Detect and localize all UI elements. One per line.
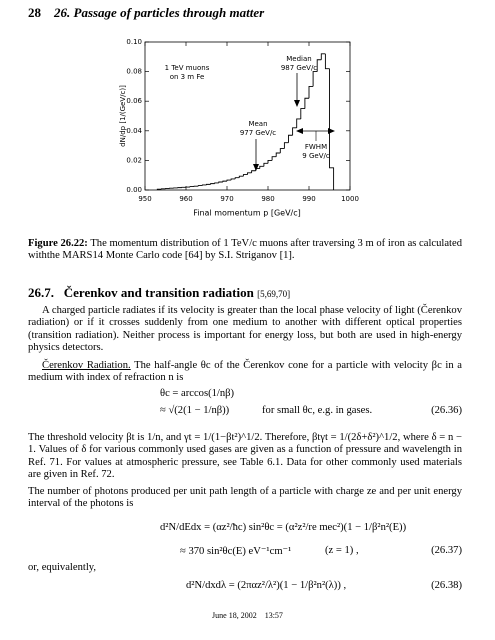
histogram-bin <box>288 134 293 143</box>
annotation: 1 TeV muons <box>165 64 210 72</box>
x-tick-label: 990 <box>302 195 315 203</box>
histogram-bin <box>292 127 297 136</box>
histogram-bin <box>242 174 248 177</box>
histogram-bin <box>259 165 264 169</box>
equation-number: (26.36) <box>431 405 462 416</box>
histogram-bin <box>201 184 207 186</box>
histogram-bin <box>304 97 309 109</box>
x-tick-label: 1000 <box>341 195 359 203</box>
histogram-bin <box>271 156 277 161</box>
y-tick-label: 0.02 <box>126 156 142 164</box>
y-tick-label: 0.10 <box>126 38 142 46</box>
section-heading: 26.7. Čerenkov and transition radiation … <box>28 285 290 301</box>
histogram-bin <box>197 185 203 187</box>
histogram-bin <box>300 108 305 119</box>
equation-number: (26.38) <box>431 580 462 591</box>
histogram-bin <box>247 172 252 175</box>
histogram-bin <box>156 188 162 190</box>
histogram-bin <box>329 68 335 190</box>
y-tick-label: 0.04 <box>126 127 142 135</box>
histogram-bin <box>251 170 256 173</box>
y-axis-label: dN/dp [1/(GeV/c)] <box>119 85 127 147</box>
equation-note: (z = 1) , <box>325 545 359 556</box>
chart: dN/dp [1/(GeV/c)] Final momentum p [GeV/… <box>119 38 359 218</box>
paragraph-text: The half-angle θc of the Čerenkov cone f… <box>28 360 462 384</box>
annotation: 977 GeV/c <box>240 129 276 137</box>
histogram-bin <box>206 183 211 185</box>
histogram-bin <box>210 183 215 185</box>
histogram-bin <box>324 53 330 70</box>
x-tick-label: 950 <box>138 195 151 203</box>
equation-note: for small θc, e.g. in gases. <box>262 405 373 416</box>
section-refs: [5,69,70] <box>257 289 291 299</box>
page-number: 28 <box>28 5 41 20</box>
histogram-bin <box>226 179 232 182</box>
histogram-bin <box>263 162 268 167</box>
x-tick-label: 960 <box>179 195 192 203</box>
histogram-bin <box>316 59 322 72</box>
paragraph: Čerenkov Radiation. The half-angle θc of… <box>28 360 462 385</box>
equation-number: (26.37) <box>431 545 462 556</box>
histogram-bin <box>218 181 223 183</box>
annotation: Mean <box>248 120 267 128</box>
histogram-bin <box>234 177 240 179</box>
y-tick-label: 0.08 <box>126 68 142 76</box>
histogram-bin <box>320 53 326 60</box>
equation: ≈ √(2(1 − 1/nβ)) <box>160 405 230 416</box>
paragraph: The threshold velocity βt is 1/n, and γt… <box>28 432 462 481</box>
histogram-bin <box>275 152 281 157</box>
paragraph: The number of photons produced per unit … <box>28 486 462 510</box>
caption-label: Figure 26.22: <box>28 238 88 249</box>
annotation: 987 GeV/c <box>281 64 317 72</box>
caption: Figure 26.22: The momentum distribution … <box>28 238 462 263</box>
annotation: on 3 m Fe <box>170 73 205 81</box>
x-tick-label: 980 <box>261 195 274 203</box>
histogram-bin <box>255 168 260 171</box>
histogram-bin <box>279 148 285 153</box>
paragraph: A charged particle radiates if its veloc… <box>28 305 462 354</box>
footer: June 18, 2002 13:57 <box>212 611 283 620</box>
histogram-bin <box>308 85 314 99</box>
paragraph: or, equivalently, <box>28 562 97 573</box>
arrowhead <box>294 100 300 107</box>
x-axis-label: Final momentum p [GeV/c] <box>193 209 301 218</box>
histogram-bin <box>214 182 219 184</box>
x-tick-label: 970 <box>220 195 233 203</box>
equation: ≈ 370 sin²θc(E) eV⁻¹cm⁻¹ <box>180 546 292 557</box>
equation: d²N/dxdλ = (2παz²/λ²)(1 − 1/β²n²(λ)) , <box>186 580 347 591</box>
plot-frame <box>144 41 351 191</box>
histogram-bin <box>238 175 244 178</box>
annotation: 9 GeV/c <box>302 152 330 160</box>
histogram-bin <box>296 118 301 128</box>
histogram-bin <box>283 142 289 149</box>
equation: d²N/dEdx = (αz²/ħc) sin²θc = (α²z²/re me… <box>160 522 407 533</box>
annotation: Median <box>286 55 311 63</box>
histogram-bin <box>230 178 236 181</box>
section-title: Čerenkov and transition radiation <box>63 285 254 300</box>
y-tick-label: 0.06 <box>126 97 142 105</box>
caption-text: The momentum distribution of 1 TeV/c muo… <box>28 238 462 262</box>
equation: θc = arccos(1/nβ) <box>160 388 235 399</box>
annotation: FWHM <box>305 143 327 151</box>
run-in-heading: Čerenkov Radiation. <box>42 360 131 371</box>
running-title: 26. Passage of particles through matter <box>54 5 265 20</box>
histogram-bin <box>312 71 318 87</box>
section-number: 26.7. <box>28 285 54 300</box>
y-tick-label: 0.00 <box>126 186 142 194</box>
arrowhead <box>253 164 259 171</box>
histogram-bin <box>267 159 273 164</box>
histogram-bin <box>222 180 227 183</box>
